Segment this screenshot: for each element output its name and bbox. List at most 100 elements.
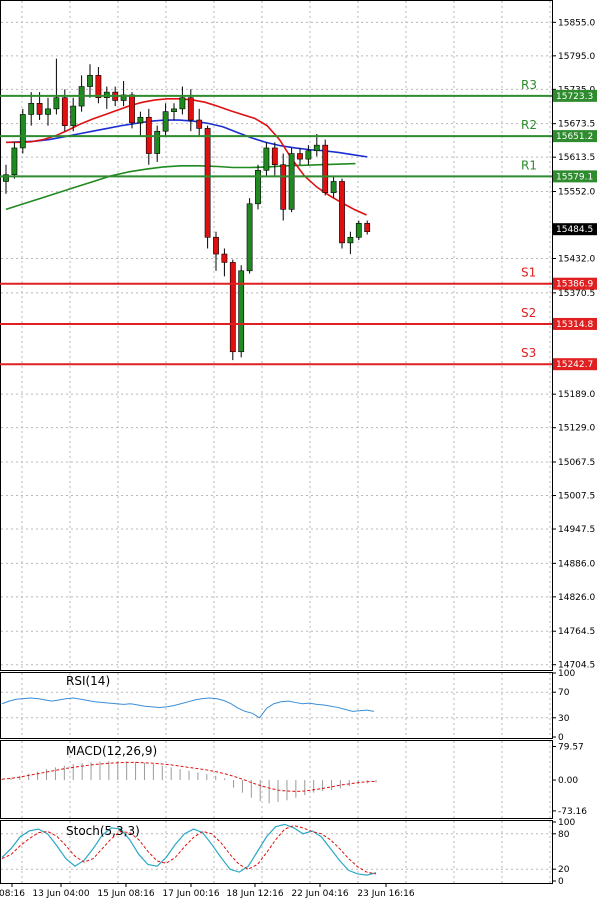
candle	[229, 259, 236, 361]
level-name-r3: R3	[521, 78, 537, 92]
candle	[196, 108, 203, 137]
candle-body	[263, 147, 270, 171]
macd-signal-line	[1, 761, 377, 792]
level-tag-r3	[553, 89, 597, 102]
last-price-tag	[553, 223, 597, 236]
level-value-s2: 15314.8	[556, 320, 593, 330]
candle	[162, 103, 169, 137]
level-tag-r2	[553, 130, 597, 143]
price-tick-label: 15189.0	[558, 390, 595, 400]
candle	[129, 92, 135, 129]
ma-red-line	[6, 98, 367, 216]
candle	[11, 142, 18, 179]
candle-body	[339, 181, 345, 244]
candle	[28, 92, 35, 126]
x-tick-label: 08:16	[0, 889, 25, 899]
level-name-s2: S2	[521, 306, 536, 320]
candle-body	[61, 97, 68, 126]
candle-body	[255, 169, 261, 205]
price-tick-label: 15067.5	[558, 458, 595, 468]
candle-body	[246, 203, 253, 272]
panel-frame-price	[0, 0, 553, 671]
level-value-s1: 15386.9	[556, 280, 593, 290]
candle-body	[280, 164, 287, 210]
candle	[154, 125, 161, 162]
rsi-line	[1, 697, 375, 719]
price-tick-label: 15795.0	[558, 52, 595, 62]
candle-body	[162, 111, 169, 132]
price-tick-label: 15370.5	[558, 289, 595, 299]
candle	[339, 178, 345, 249]
rsi-tick-label: 30	[558, 714, 570, 724]
candle-body	[221, 253, 228, 263]
stoch-tick-label: 20	[558, 865, 570, 875]
candle	[221, 248, 228, 277]
price-tick-label: 14886.0	[558, 559, 595, 569]
candle	[305, 145, 312, 165]
candle	[70, 97, 77, 132]
candle	[313, 134, 320, 157]
rsi-tick-label: 100	[558, 669, 575, 679]
candle	[45, 97, 51, 126]
stoch-tick-label: 0	[558, 877, 564, 887]
stoch-k-line	[1, 823, 377, 876]
level-tag-s2	[553, 317, 597, 330]
candle	[288, 147, 295, 213]
candle-body	[95, 75, 102, 99]
candle	[280, 153, 287, 221]
level-tag-r1	[553, 170, 597, 183]
panel-frame-rsi	[0, 672, 553, 739]
price-tick-label: 14947.5	[558, 525, 595, 535]
candle	[347, 231, 354, 255]
price-tick-label: 15007.5	[558, 492, 595, 502]
price-tick-label: 15129.0	[558, 424, 595, 434]
candle-body	[238, 270, 245, 353]
candle	[213, 231, 219, 271]
price-tick-label: 14764.5	[558, 627, 595, 637]
candle-body	[313, 144, 320, 152]
candle-body	[330, 181, 337, 193]
candle-body	[45, 108, 51, 115]
price-tick-label: 15552.0	[558, 188, 595, 198]
level-name-s3: S3	[521, 346, 536, 360]
rsi-tick-label: 70	[558, 688, 570, 698]
candle	[255, 164, 261, 210]
candle-body	[204, 128, 211, 238]
last-price-value: 15484.5	[556, 225, 593, 235]
candle-body	[288, 153, 295, 210]
panel-frame-stoch	[0, 820, 553, 884]
level-value-r1: 15579.1	[556, 172, 593, 182]
price-tick-label: 15613.5	[558, 153, 595, 163]
candle-body	[3, 174, 9, 182]
candle-body	[154, 130, 161, 154]
candle	[3, 164, 9, 194]
stoch-tick-label: 80	[558, 830, 570, 840]
candle	[355, 220, 362, 241]
panel-frame-macd	[0, 740, 553, 819]
x-tick-label: 22 Jun 04:16	[291, 889, 348, 899]
candle	[330, 175, 337, 199]
price-tick-label: 14826.0	[558, 593, 595, 603]
level-tag-s1	[553, 277, 597, 290]
candle-body	[87, 75, 93, 87]
candle	[204, 125, 211, 249]
candle-body	[36, 102, 43, 115]
candle-body	[129, 94, 135, 124]
candle-body	[137, 116, 144, 124]
x-tick-label: 23 Jun 16:16	[357, 889, 414, 899]
level-name-s1: S1	[521, 266, 536, 280]
candle-body	[70, 105, 77, 126]
candle	[297, 147, 303, 165]
candle-body	[187, 97, 194, 121]
candle	[95, 67, 102, 104]
candle-body	[355, 223, 362, 238]
candle	[19, 108, 26, 154]
candle-body	[271, 147, 278, 166]
candle	[137, 111, 144, 137]
candle-body	[297, 153, 303, 160]
level-value-r3: 15723.3	[556, 92, 593, 102]
price-tick-label: 15855.0	[558, 18, 595, 28]
candle-body	[364, 223, 371, 233]
macd-tick-label: 0.00	[558, 776, 578, 786]
